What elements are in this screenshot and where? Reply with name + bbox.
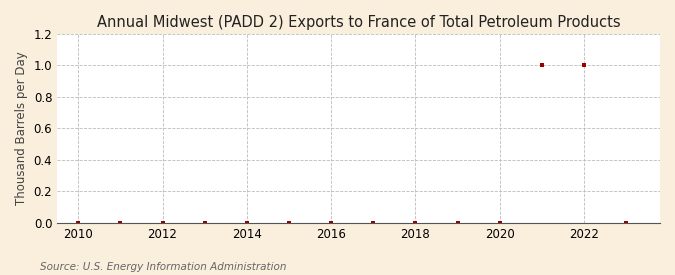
Y-axis label: Thousand Barrels per Day: Thousand Barrels per Day [15,51,28,205]
Title: Annual Midwest (PADD 2) Exports to France of Total Petroleum Products: Annual Midwest (PADD 2) Exports to Franc… [97,15,620,30]
Text: Source: U.S. Energy Information Administration: Source: U.S. Energy Information Administ… [40,262,287,272]
